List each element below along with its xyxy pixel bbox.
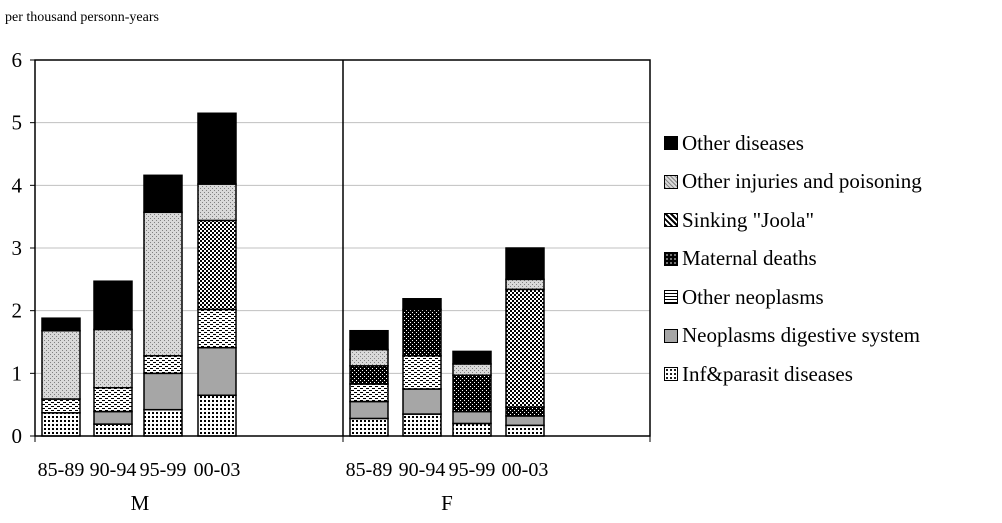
bar-segment xyxy=(93,280,133,331)
x-tick-label: 90-94 xyxy=(90,459,137,481)
bar-segment xyxy=(197,394,237,437)
bars xyxy=(41,112,545,437)
bar-segment xyxy=(349,365,389,385)
legend-item: Sinking "Joola" xyxy=(664,201,922,240)
legend-label: Other diseases xyxy=(682,130,804,155)
legend-item: Other injuries and poisoning xyxy=(664,163,922,202)
bar-segment xyxy=(402,298,442,311)
legend-label: Inf&parasit diseases xyxy=(682,361,853,386)
legend-label: Neoplasms digestive system xyxy=(682,323,920,348)
bar-segment xyxy=(452,374,492,413)
y-tick-label: 4 xyxy=(12,173,23,197)
bar-segment xyxy=(505,278,545,291)
legend-swatch xyxy=(664,174,678,189)
legend-item: Neoplasms digestive system xyxy=(664,317,922,356)
bar-segment xyxy=(197,346,237,397)
legend-item: Maternal deaths xyxy=(664,240,922,279)
bar-segment xyxy=(402,388,442,415)
bar-segment xyxy=(143,372,183,411)
x-tick-label: 85-89 xyxy=(38,459,85,481)
x-tick-label: 85-89 xyxy=(346,459,393,481)
legend-swatch xyxy=(664,213,678,228)
bar-segment xyxy=(197,112,237,185)
chart: per thousand personn-years 0 1 2 3 4 5 6 85-89 9… xyxy=(5,10,651,515)
x-tick-label: 00-03 xyxy=(502,459,549,481)
bar-segment xyxy=(143,211,183,357)
bar-segment xyxy=(93,328,133,389)
bar-segment xyxy=(452,350,492,365)
bar-segment xyxy=(505,288,545,408)
bar-segment xyxy=(402,355,442,390)
bar-segment xyxy=(93,410,133,425)
bar-segment xyxy=(505,415,545,427)
x-tick-label: 90-94 xyxy=(399,459,446,481)
bar-segment xyxy=(349,329,389,351)
legend-label: Other injuries and poisoning xyxy=(682,169,922,194)
y-unit-label: per thousand personn-years xyxy=(5,10,159,25)
y-tick-label: 0 xyxy=(12,424,23,448)
x-tick-label: 00-03 xyxy=(194,459,241,481)
legend-item: Other neoplasms xyxy=(664,278,922,317)
legend-label: Other neoplasms xyxy=(682,284,824,309)
bar-segment xyxy=(452,410,492,425)
legend-label: Sinking "Joola" xyxy=(682,207,815,232)
legend-label: Maternal deaths xyxy=(682,246,817,271)
bar-segment xyxy=(505,247,545,281)
bar-segment xyxy=(93,386,133,413)
y-tick-label: 2 xyxy=(12,299,23,323)
legend-swatch xyxy=(664,328,678,343)
bar-segment xyxy=(452,422,492,437)
y-tick-label: 1 xyxy=(12,361,23,385)
bar-segment xyxy=(41,412,81,437)
legend: Other diseases Other injuries and poisoni… xyxy=(664,124,922,394)
bar-segment xyxy=(93,423,133,437)
legend-item: Inf&parasit diseases xyxy=(664,355,922,394)
bar-segment xyxy=(349,417,389,437)
bar-segment xyxy=(505,406,545,417)
bar-segment xyxy=(402,413,442,437)
bar-segment xyxy=(41,317,81,332)
bar-segment xyxy=(197,219,237,311)
x-tick-label: 95-99 xyxy=(449,459,496,481)
group-label: F xyxy=(441,491,453,515)
bar-segment xyxy=(452,363,492,376)
bar-segment xyxy=(349,348,389,367)
group-label: M xyxy=(131,491,150,515)
bar-segment xyxy=(505,424,545,437)
bar-segment xyxy=(143,408,183,437)
legend-swatch xyxy=(664,367,678,382)
legend-list: Other diseases Other injuries and poisoni… xyxy=(664,124,922,394)
y-tick-label: 3 xyxy=(12,236,23,260)
legend-swatch xyxy=(664,290,678,305)
bar-segment xyxy=(41,329,81,400)
legend-swatch xyxy=(664,136,678,151)
bar-segment xyxy=(197,183,237,222)
bar-segment xyxy=(349,383,389,403)
bar-segment xyxy=(41,398,81,414)
bar-segment xyxy=(197,308,237,349)
bar-segment xyxy=(349,400,389,420)
bar-segment xyxy=(402,308,442,357)
x-tick-label: 95-99 xyxy=(140,459,187,481)
plot-frame xyxy=(30,59,651,442)
bar-segment xyxy=(143,355,183,375)
legend-swatch xyxy=(664,251,678,266)
y-tick-label: 6 xyxy=(12,48,23,72)
legend-item: Other diseases xyxy=(664,124,922,163)
y-tick-label: 5 xyxy=(12,111,23,135)
bar-segment xyxy=(143,174,183,214)
